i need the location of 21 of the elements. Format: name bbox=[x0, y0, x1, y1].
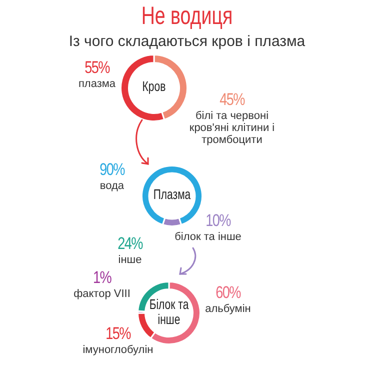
data-label: 60% bbox=[214, 283, 242, 303]
slice-label: імуноглобулін bbox=[82, 344, 154, 356]
text: Плазма bbox=[152, 186, 192, 202]
text: Білок та інше bbox=[148, 296, 190, 327]
slice-label: білі та червоні кров'яні клітини і тромбоцити bbox=[188, 110, 276, 146]
data-label: 24% bbox=[116, 234, 144, 254]
slice-label: вода bbox=[98, 180, 126, 192]
chart-title: Не водиця bbox=[140, 2, 234, 31]
data-label: 55% bbox=[84, 58, 111, 78]
data-label: 15% bbox=[104, 324, 132, 344]
data-label: 45% bbox=[218, 90, 246, 110]
slice-label: плазма bbox=[77, 78, 117, 90]
slice-label: альбумін bbox=[204, 303, 252, 315]
data-label: 1% bbox=[92, 268, 112, 288]
chart-subtitle: Із чого складаються кров і плазма bbox=[68, 33, 306, 50]
slice-label: фактор VIII bbox=[72, 288, 132, 300]
text: Кров bbox=[141, 78, 167, 94]
slice-label: інше bbox=[117, 254, 143, 266]
slice-label: білок та інше bbox=[174, 231, 242, 243]
data-label: 90% bbox=[98, 160, 126, 180]
data-label: 10% bbox=[204, 211, 232, 231]
